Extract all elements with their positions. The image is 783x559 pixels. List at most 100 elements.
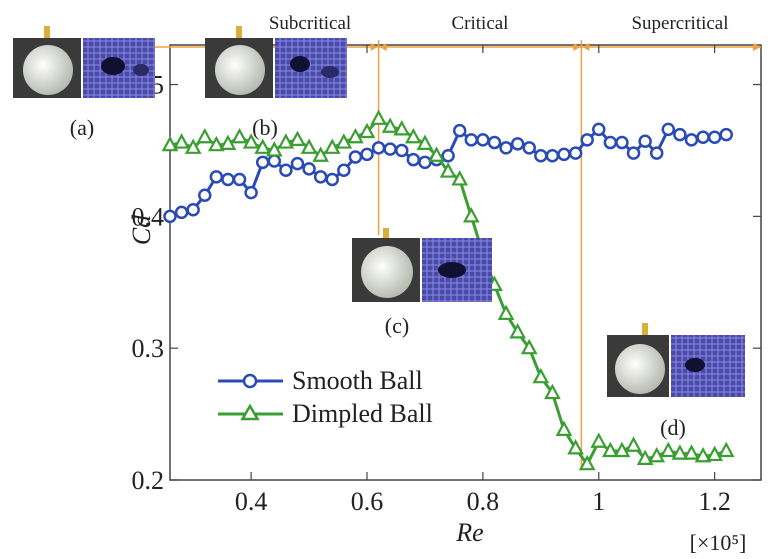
y-tick-label: 0.2 xyxy=(132,466,165,495)
inset-photo-b xyxy=(205,26,347,98)
dimpled-ball-point xyxy=(300,138,318,154)
smooth-ball-point xyxy=(626,146,641,160)
dimpled-ball-point xyxy=(520,338,538,355)
series-layer xyxy=(161,109,735,471)
smooth-ball-point xyxy=(209,170,224,184)
smooth-ball-point xyxy=(568,146,583,160)
smooth-ball-point xyxy=(684,133,699,147)
smooth-ball-point xyxy=(603,135,618,150)
dimpled-ball-point xyxy=(370,109,387,125)
smooth-ball-point xyxy=(476,133,490,147)
smooth-ball-point xyxy=(406,152,421,167)
inset-photo-d xyxy=(607,323,745,397)
smooth-ball-point xyxy=(221,172,235,187)
dimpled-ball-point xyxy=(451,170,469,186)
smooth-ball-point xyxy=(499,141,513,155)
annotation-a: (a) xyxy=(70,115,94,140)
dimpled-ball-point xyxy=(636,449,654,466)
region-label-subcritical: Subcritical xyxy=(269,13,351,34)
dimpled-ball-point xyxy=(161,135,179,152)
x-tick-label: 1.2 xyxy=(698,487,731,516)
dimpled-ball-point xyxy=(184,138,202,154)
smooth-ball-point xyxy=(174,205,189,220)
smooth-ball-point xyxy=(545,148,560,163)
smooth-ball-point xyxy=(418,155,432,170)
dimpled-ball-point xyxy=(196,127,214,144)
smooth-ball-point xyxy=(649,146,664,160)
dimpled-ball-point xyxy=(312,146,329,162)
y-tick-label: 0.4 xyxy=(132,202,165,231)
legend-label-smooth: Smooth Ball xyxy=(292,366,423,395)
smooth-ball-point xyxy=(696,130,710,145)
smooth-ball-point xyxy=(557,147,571,162)
dimpled-ball-point xyxy=(231,127,248,144)
smooth-ball-point xyxy=(395,143,409,158)
dimpled-ball-point xyxy=(254,138,272,154)
dimpled-ball-image xyxy=(361,246,413,298)
smooth-ball-point xyxy=(510,137,525,151)
dimpled-ball-point xyxy=(381,117,399,133)
legend-marker-dimpled xyxy=(240,403,260,421)
dimpled-ball-point xyxy=(393,120,411,136)
smooth-ball-point xyxy=(198,188,212,203)
y-axis-label: Cd xyxy=(127,214,156,245)
smooth-ball-point xyxy=(580,133,594,147)
tick-layer: 0.40.60.811.20.20.30.40.5 xyxy=(132,45,761,516)
annotation-c: (c) xyxy=(385,313,409,338)
smooth-ball-point xyxy=(325,172,339,187)
dimpled-ball-point xyxy=(462,207,480,223)
dimpled-ball-point xyxy=(532,367,550,384)
region-arrowhead xyxy=(379,43,387,51)
smooth-ball-point xyxy=(337,163,351,177)
smooth-ball-point xyxy=(371,141,386,155)
dimpled-ball-point xyxy=(242,133,260,149)
smooth-ball-point xyxy=(534,148,548,163)
dimpled-ball-point xyxy=(555,420,573,437)
y-tick-label: 0.3 xyxy=(132,334,165,363)
x-tick-label: 1 xyxy=(592,487,605,516)
dimpled-ball-point xyxy=(208,135,225,152)
smooth-ball-point xyxy=(638,134,652,148)
smooth-ball-point xyxy=(232,172,247,187)
dimpled-ball-point xyxy=(416,134,434,150)
dimpled-ball-point xyxy=(648,446,666,463)
plot-frame xyxy=(169,44,762,481)
dimpled-ball-point xyxy=(509,323,526,339)
dimpled-ball-point xyxy=(544,383,561,400)
dimpled-ball-point xyxy=(347,127,364,144)
annotation-d: (d) xyxy=(660,415,686,440)
smooth-ball-point xyxy=(267,154,282,168)
smooth-ball-point xyxy=(163,209,177,224)
smooth-ball-point xyxy=(441,148,455,163)
inset-photo-a xyxy=(13,26,155,98)
x-tick-label: 0.4 xyxy=(235,487,268,516)
smooth-ball-point xyxy=(313,170,328,184)
dimpled-ball-point xyxy=(173,133,190,149)
region-label-critical: Critical xyxy=(451,13,508,34)
x-axis-unit: [×10⁵] xyxy=(690,530,747,555)
dimpled-ball-point xyxy=(265,141,283,157)
dimpled-ball-point xyxy=(706,445,723,462)
dimpled-ball-point xyxy=(289,130,306,147)
dimpled-ball-point xyxy=(358,122,376,139)
smooth-ball-point xyxy=(290,156,305,171)
region-arrowhead xyxy=(370,43,378,51)
region-label-supercritical: Supercritical xyxy=(631,13,728,34)
region-arrowhead xyxy=(573,43,581,51)
region-layer: Subcritical Critical Supercritical xyxy=(140,13,761,470)
smooth-ball-point xyxy=(487,135,502,150)
dimpled-ball-point xyxy=(683,444,700,460)
smooth-ball-point xyxy=(302,162,316,176)
smooth-ball-point xyxy=(186,203,200,217)
smooth-ball-point xyxy=(348,150,363,164)
x-tick-label: 0.6 xyxy=(351,487,384,516)
dimpled-ball-point xyxy=(335,133,353,149)
dimpled-ball-point xyxy=(590,432,608,448)
smooth-ball-point xyxy=(592,122,606,137)
dimpled-ball-point xyxy=(717,441,735,458)
dimpled-ball-image xyxy=(615,344,665,394)
dimpled-ball-point xyxy=(567,439,584,455)
smooth-ball-point xyxy=(661,122,676,137)
smooth-ball-point xyxy=(707,130,722,145)
